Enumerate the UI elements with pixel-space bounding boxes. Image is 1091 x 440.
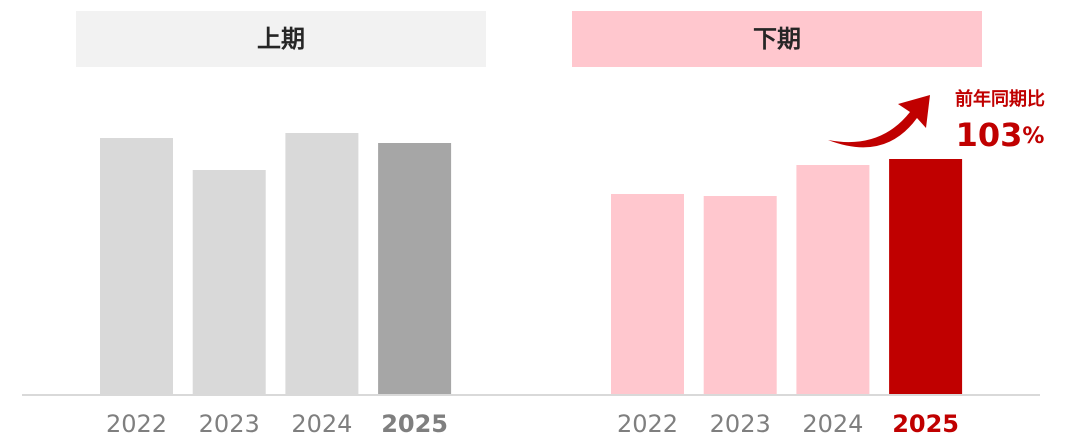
bar (703, 196, 777, 394)
annotation-number: 103 (956, 116, 1023, 154)
annotation-text: 前年同期比 (955, 88, 1045, 110)
annotation-value: 103% (956, 116, 1045, 154)
x-tick-label: 2025 (381, 410, 448, 438)
bar (285, 133, 359, 394)
x-tick-label: 2024 (291, 410, 352, 438)
x-tick-label: 2025 (892, 410, 959, 438)
arrow (828, 95, 930, 148)
bar (192, 170, 266, 394)
panel-header (572, 11, 982, 67)
x-tick-label: 2022 (106, 410, 167, 438)
bar (611, 194, 684, 394)
panel-header (76, 11, 486, 67)
x-tick-label: 2023 (710, 410, 771, 438)
panel-title: 下期 (753, 25, 801, 53)
panel-title: 上期 (257, 25, 305, 53)
bar (796, 165, 870, 394)
bar (100, 138, 173, 394)
annotation-unit: % (1022, 124, 1044, 149)
x-tick-label: 2022 (617, 410, 678, 438)
x-tick-label: 2023 (199, 410, 260, 438)
x-tick-label: 2024 (802, 410, 863, 438)
bar (378, 143, 452, 394)
bar (889, 159, 963, 394)
